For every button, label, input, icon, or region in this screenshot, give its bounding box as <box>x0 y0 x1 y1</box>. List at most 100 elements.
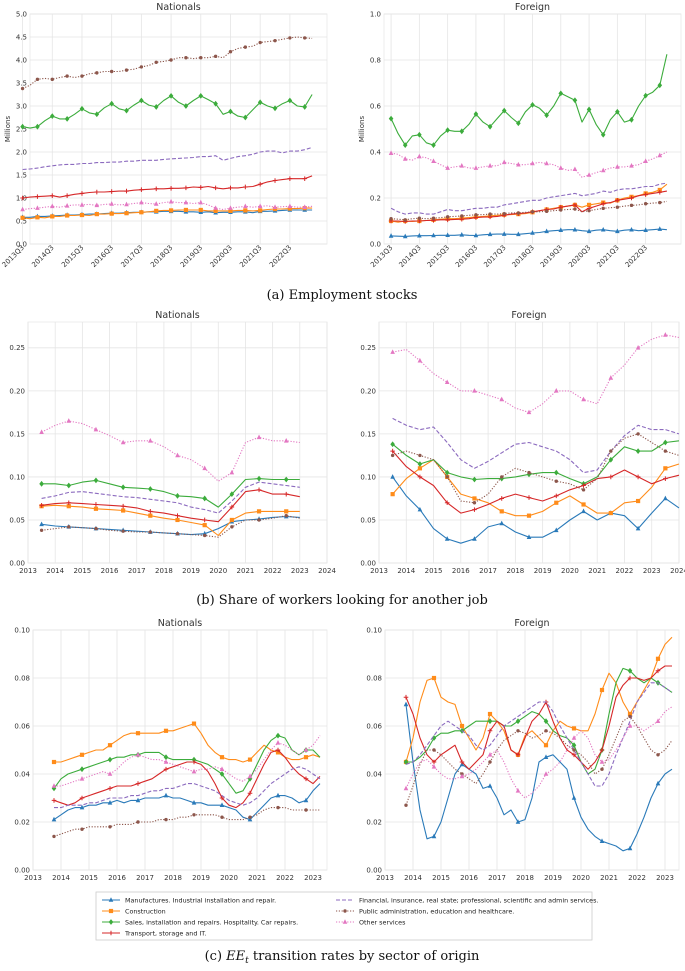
plot-area <box>32 629 328 871</box>
data-point-transport <box>198 185 204 190</box>
x-tick-label: 2018 <box>155 567 173 575</box>
data-point-other <box>287 203 293 209</box>
data-point-other <box>444 379 450 385</box>
series-transport <box>20 175 313 201</box>
panel-title: Nationals <box>156 2 201 13</box>
data-point-constr <box>472 496 477 501</box>
data-point-sales <box>175 492 180 499</box>
data-point-sales <box>153 104 159 110</box>
data-point-manuf <box>107 800 113 805</box>
data-point-other <box>175 452 180 458</box>
series-line-financial <box>405 682 673 787</box>
data-point-manuf <box>135 797 141 803</box>
data-point-manuf <box>599 838 605 843</box>
data-point-constr <box>586 202 592 207</box>
data-point-sales <box>543 718 549 725</box>
data-point-transport <box>256 487 262 493</box>
data-point-public <box>472 501 477 505</box>
data-point-sales <box>35 123 40 130</box>
data-point-public <box>67 525 71 529</box>
caption-b: (b) Share of workers looking for another… <box>196 593 488 608</box>
data-point-transport <box>657 189 663 195</box>
x-tick-label: 2015 <box>80 874 98 882</box>
series-line-public <box>405 715 673 806</box>
data-point-transport <box>213 185 218 191</box>
data-point-constr <box>163 728 169 733</box>
data-point-sales <box>243 114 248 121</box>
data-point-sales <box>663 439 668 446</box>
data-point-public <box>288 36 292 40</box>
data-point-sales <box>183 103 189 109</box>
data-point-other <box>586 172 592 177</box>
series-line-manuf <box>392 476 680 544</box>
data-point-sales <box>107 756 113 763</box>
data-point-transport <box>302 176 308 181</box>
data-point-other <box>390 349 395 354</box>
panel-title: Nationals <box>158 618 203 629</box>
data-point-sales <box>257 99 263 106</box>
data-point-manuf <box>635 525 641 531</box>
data-point-sales <box>93 477 99 484</box>
data-point-constr <box>599 687 605 693</box>
data-point-other <box>388 150 394 155</box>
data-point-transport <box>643 192 648 197</box>
data-point-other <box>417 357 423 363</box>
data-point-manuf <box>247 816 253 822</box>
y-tick-label: 0.15 <box>9 430 25 438</box>
y-tick-label: 0.00 <box>9 559 25 567</box>
data-point-sales <box>388 115 394 122</box>
data-point-transport <box>107 786 113 791</box>
data-point-other <box>417 153 422 159</box>
caption-c: (c) EEt transition rates by sector of or… <box>205 949 480 966</box>
data-point-sales <box>608 456 614 463</box>
series-line-manuf <box>405 704 673 852</box>
data-point-constr <box>272 206 278 212</box>
data-point-manuf <box>530 230 535 235</box>
data-point-manuf <box>51 816 57 822</box>
data-point-constr <box>135 731 141 736</box>
data-point-sales <box>530 101 535 108</box>
data-point-sales <box>51 785 57 792</box>
y-tick-label: 3.0 <box>16 102 27 110</box>
data-point-transport <box>390 448 395 454</box>
data-point-other <box>553 388 559 393</box>
data-point-public <box>636 432 640 436</box>
data-point-sales <box>629 116 634 123</box>
series-sales <box>20 92 313 130</box>
y-tick-label: 1.0 <box>370 10 381 18</box>
data-point-transport <box>148 509 153 514</box>
x-tick-label: 2021 <box>248 874 266 882</box>
x-tick-label: 2023 <box>291 567 309 575</box>
legend-label: Transport, storage and IT. <box>124 929 206 937</box>
data-point-transport <box>417 474 423 480</box>
x-tick-label: 2017 <box>488 874 506 882</box>
data-point-public <box>230 525 234 529</box>
data-point-transport <box>35 194 40 199</box>
data-point-constr <box>417 466 423 471</box>
data-point-transport <box>499 496 505 501</box>
data-point-constr <box>20 215 25 220</box>
data-point-transport <box>403 694 409 700</box>
series-transport <box>390 448 680 514</box>
series-line-other <box>392 334 680 413</box>
y-tick-label: 0.06 <box>366 722 382 730</box>
data-point-sales <box>635 448 641 455</box>
data-point-manuf <box>417 506 423 512</box>
x-tick-label: 2016 <box>101 567 119 575</box>
data-point-transport <box>93 502 99 507</box>
data-point-constr <box>431 675 437 681</box>
data-point-other <box>135 752 141 757</box>
data-point-public <box>65 74 69 78</box>
legend-marker <box>108 908 114 914</box>
data-point-other <box>445 165 450 170</box>
data-point-constr <box>499 509 504 514</box>
data-point-other <box>526 409 532 415</box>
data-point-sales <box>600 131 606 138</box>
data-point-constr <box>50 214 55 219</box>
data-point-other <box>303 747 309 752</box>
data-point-other <box>643 158 648 163</box>
y-tick-label: 0.00 <box>366 866 382 874</box>
data-point-manuf <box>403 701 409 707</box>
data-point-public <box>389 217 393 221</box>
